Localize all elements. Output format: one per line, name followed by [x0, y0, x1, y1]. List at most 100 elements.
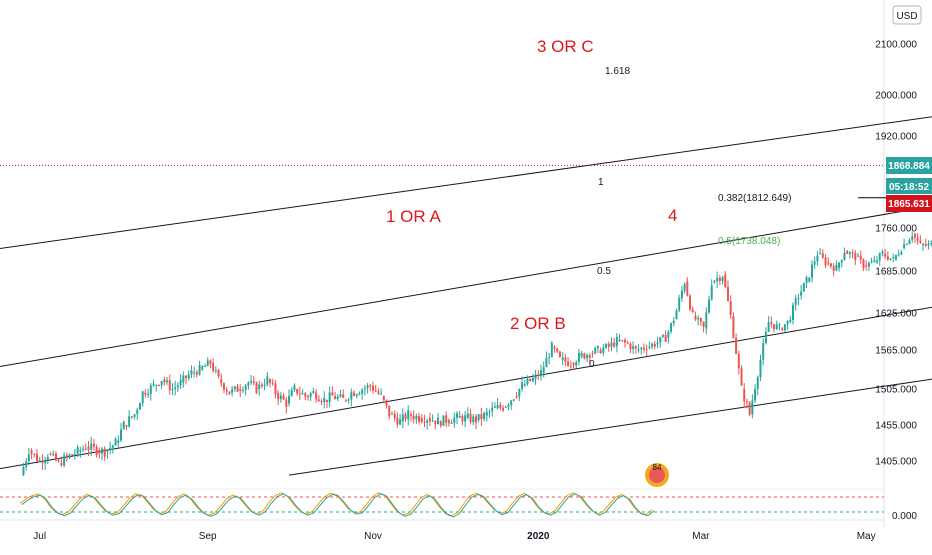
candle-body	[846, 250, 849, 255]
candle-body	[591, 353, 594, 355]
candle-body	[759, 359, 762, 378]
candle-body	[607, 344, 610, 347]
channel-0-label: 0	[589, 359, 595, 370]
candle-body	[813, 261, 816, 265]
countdown-badge: 05:18:52	[886, 178, 932, 194]
candle-body	[412, 415, 415, 420]
candle-body	[147, 393, 150, 395]
candle-body	[63, 455, 66, 466]
candle-body	[380, 393, 383, 395]
fib-05-label: 0.5(1738.048)	[718, 236, 780, 247]
candle-body	[195, 372, 198, 375]
candle-body	[331, 392, 334, 396]
candle-body	[922, 243, 925, 246]
candle-body	[651, 343, 654, 347]
time-axis[interactable]: JulSepNov2020MarMayJulSepNov2021Mar	[33, 531, 932, 542]
candle-body	[924, 243, 927, 246]
candle-body	[550, 342, 553, 357]
candle-body	[726, 286, 729, 302]
candle-body	[732, 316, 735, 338]
candle-body	[36, 454, 38, 461]
candle-body	[913, 233, 916, 238]
candle-body	[233, 386, 236, 389]
candle-body	[84, 448, 87, 450]
wave-1-label: 1 OR A	[386, 207, 441, 226]
line-price-badge: 1865.631	[886, 195, 932, 212]
candle-series	[22, 231, 932, 477]
candle-body	[342, 394, 345, 398]
candle-body	[228, 391, 231, 395]
wave-4-label: 4	[668, 206, 677, 225]
candle-body	[469, 413, 472, 423]
candle-body	[621, 339, 624, 341]
candle-body	[472, 416, 475, 423]
candle-body	[783, 324, 786, 331]
candle-body	[789, 319, 792, 323]
candle-body	[743, 389, 746, 402]
candle-body	[838, 262, 841, 269]
candle-body	[523, 384, 526, 386]
candle-body	[163, 379, 166, 383]
candle-body	[279, 395, 282, 400]
candle-body	[889, 258, 892, 260]
candle-body	[65, 455, 68, 457]
candle-body	[353, 392, 356, 396]
candle-body	[588, 354, 591, 358]
candle-body	[407, 410, 410, 420]
candle-body	[293, 385, 296, 391]
candle-body	[927, 243, 930, 246]
candle-body	[260, 384, 263, 387]
time-tick-label: Sep	[199, 531, 217, 542]
candle-body	[312, 390, 315, 394]
channel-line	[288, 378, 932, 476]
indicator-badge-icon[interactable]: 84	[645, 463, 669, 487]
candle-body	[534, 374, 537, 380]
fib-level-labels: 1.618 1 0.382(1812.649) 0.5(1738.048) 0.…	[589, 66, 791, 370]
candle-body	[269, 379, 272, 383]
candle-body	[171, 389, 174, 391]
price-tick-label: 2000.000	[875, 91, 917, 102]
currency-button[interactable]: USD	[892, 5, 922, 25]
candle-body	[642, 347, 645, 350]
price-axis[interactable]: 2100.000 2000.000 1920.000 1760.000 1685.000…	[875, 40, 917, 523]
current-price-badge: 1868.884	[886, 157, 932, 174]
current-price-value: 1868.884	[888, 161, 930, 172]
candle-body	[225, 389, 228, 392]
current-price-badge-box	[886, 157, 932, 174]
candle-body	[323, 398, 326, 403]
currency-label: USD	[896, 11, 917, 22]
candle-body	[905, 244, 908, 246]
candle-body	[667, 331, 670, 338]
candle-body	[840, 259, 843, 263]
candle-body	[68, 454, 71, 458]
candle-body	[810, 264, 813, 278]
candle-body	[133, 414, 136, 417]
candle-body	[805, 277, 808, 283]
candle-body	[44, 460, 47, 464]
candle-body	[206, 360, 209, 366]
candle-body	[301, 393, 304, 395]
candle-body	[271, 382, 274, 384]
candle-body	[304, 393, 307, 397]
candle-body	[634, 346, 637, 349]
candle-body	[583, 353, 586, 359]
candle-body	[518, 388, 521, 397]
candle-body	[222, 383, 225, 390]
candle-body	[71, 454, 74, 456]
candle-body	[101, 448, 104, 454]
candle-body	[388, 405, 391, 417]
time-tick-label: May	[857, 531, 876, 542]
candle-body	[49, 453, 52, 455]
indicator-badge-inner	[649, 467, 665, 483]
candle-body	[718, 277, 721, 282]
candle-body	[794, 298, 797, 305]
candle-body	[735, 337, 738, 354]
candle-body	[344, 399, 347, 401]
candle-body	[865, 265, 868, 267]
candle-body	[166, 380, 169, 383]
candle-body	[764, 331, 767, 344]
candle-body	[545, 357, 548, 368]
candle-body	[705, 312, 708, 329]
